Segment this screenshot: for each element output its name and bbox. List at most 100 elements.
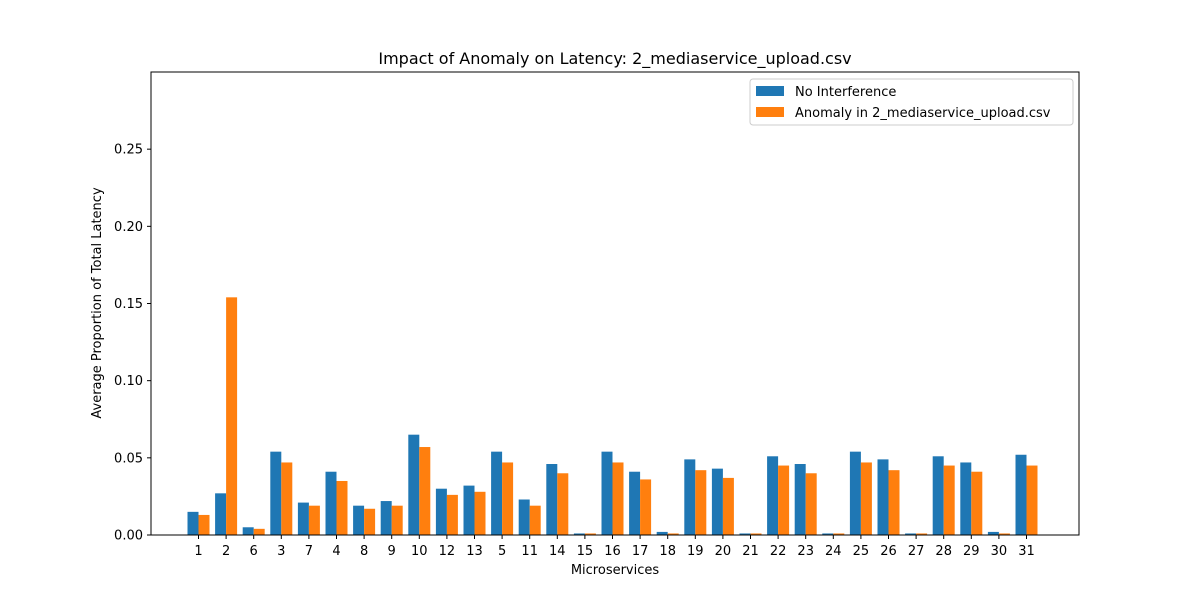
x-tick-label: 26 [880,544,897,559]
x-tick-label: 21 [742,544,759,559]
x-tick-label: 8 [360,544,368,559]
bars-layer [187,297,1038,535]
y-tick-label: 0.25 [114,143,143,158]
bar-no-interference-4 [325,471,337,535]
x-tick-label: 23 [797,544,814,559]
y-tick-label: 0.20 [114,220,143,235]
bar-anomaly-7 [308,505,320,535]
bar-anomaly-18 [667,533,679,535]
bar-no-interference-24 [822,533,834,535]
bar-no-interference-28 [932,456,944,535]
bar-anomaly-29 [971,471,983,535]
bar-no-interference-14 [546,464,558,535]
x-tick-label: 10 [411,544,428,559]
bar-anomaly-22 [778,465,790,535]
bar-no-interference-23 [794,464,806,535]
x-tick-label: 28 [935,544,952,559]
bar-anomaly-6 [253,528,265,535]
x-tick-label: 12 [439,544,456,559]
x-axis: 1 2 6 3 7 4 8 9 10 12 13 5 11 14 15 16 17 18 19 20 21 22 23 24 2… [194,535,1035,559]
y-axis-label: Average Proportion of Total Latency [90,187,105,419]
y-tick-label: 0.10 [114,374,143,389]
y-tick-label: 0.00 [114,529,143,544]
bar-anomaly-10 [419,447,431,535]
x-tick-label: 2 [222,544,230,559]
bar-anomaly-17 [640,479,652,535]
x-tick-label: 15 [577,544,594,559]
bar-anomaly-8 [364,508,376,535]
bar-anomaly-4 [336,480,348,535]
x-tick-label: 30 [991,544,1008,559]
bar-anomaly-15 [584,533,596,535]
x-tick-label: 24 [825,544,842,559]
bar-anomaly-28 [943,465,955,535]
bar-anomaly-11 [529,505,541,535]
bar-anomaly-9 [391,505,403,535]
x-tick-label: 13 [466,544,483,559]
bar-no-interference-5 [491,451,503,535]
bar-no-interference-20 [711,468,723,535]
bar-no-interference-11 [518,499,530,535]
y-tick-label: 0.15 [114,297,143,312]
bar-no-interference-31 [1015,454,1027,535]
bar-anomaly-1 [198,514,210,535]
x-tick-label: 31 [1018,544,1035,559]
bar-no-interference-15 [573,533,585,535]
bar-no-interference-30 [987,531,999,535]
legend-label: Anomaly in 2_mediaservice_upload.csv [795,106,1051,121]
bar-no-interference-18 [656,531,668,535]
x-tick-label: 17 [632,544,649,559]
x-tick-label: 27 [908,544,925,559]
bar-no-interference-21 [739,533,751,535]
bar-no-interference-9 [380,501,392,535]
bar-no-interference-2 [215,493,227,535]
bar-no-interference-17 [629,471,641,535]
bar-no-interference-13 [463,485,475,535]
bar-no-interference-7 [297,502,309,535]
x-tick-label: 16 [604,544,621,559]
bar-anomaly-14 [557,473,569,535]
x-tick-label: 5 [498,544,506,559]
legend-swatch [756,86,784,96]
bar-no-interference-25 [849,451,861,535]
x-tick-label: 6 [250,544,258,559]
bar-anomaly-26 [888,470,900,535]
y-tick-label: 0.05 [114,451,143,466]
x-tick-label: 18 [659,544,676,559]
bar-no-interference-8 [353,505,365,535]
legend-box [749,78,1074,126]
legend-swatch [756,107,784,117]
bar-anomaly-24 [833,533,845,535]
bar-no-interference-3 [270,451,282,535]
x-tick-label: 29 [963,544,980,559]
bar-anomaly-25 [860,462,872,535]
x-tick-label: 20 [715,544,732,559]
bar-anomaly-2 [226,297,238,535]
x-tick-label: 1 [194,544,202,559]
bar-no-interference-22 [767,456,779,535]
legend: No Interference Anomaly in 2_mediaservice… [749,78,1074,126]
plot-frame [150,71,1080,536]
bar-no-interference-16 [601,451,613,535]
bar-no-interference-6 [242,527,254,535]
x-tick-label: 4 [332,544,340,559]
bar-no-interference-29 [960,462,972,535]
x-tick-label: 9 [388,544,396,559]
x-tick-label: 14 [549,544,566,559]
chart-title: Impact of Anomaly on Latency: 2_mediaser… [378,49,851,69]
bar-anomaly-3 [281,462,293,535]
y-axis: 0.00 0.05 0.10 0.15 0.20 0.25 [114,143,151,544]
x-tick-label: 7 [305,544,313,559]
bar-anomaly-30 [998,533,1010,535]
bar-no-interference-1 [187,511,199,535]
bar-anomaly-20 [722,477,734,535]
x-tick-label: 19 [687,544,704,559]
bar-anomaly-16 [612,462,624,535]
x-axis-label: Microservices [571,563,660,578]
bar-anomaly-23 [805,473,817,535]
x-tick-label: 22 [770,544,787,559]
bar-anomaly-21 [750,533,762,535]
x-tick-label: 3 [277,544,285,559]
